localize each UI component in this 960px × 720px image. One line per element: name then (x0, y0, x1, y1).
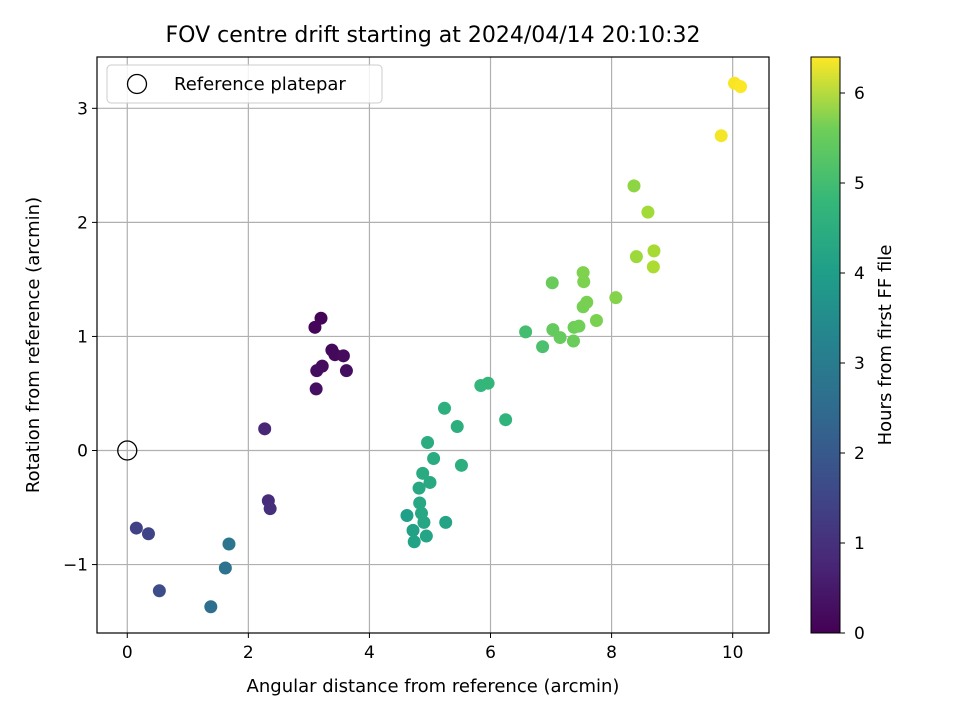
plot-frame (96, 56, 770, 634)
y-tick-label: 2 (77, 213, 88, 233)
colorbar-tick-label: 2 (854, 444, 865, 464)
data-point (499, 413, 513, 427)
data-point (141, 527, 155, 541)
colorbar-gradient (810, 56, 841, 634)
data-point (406, 523, 420, 537)
data-point (627, 179, 641, 193)
x-tick-label: 8 (606, 643, 617, 663)
reference-platepar-marker (117, 440, 138, 461)
data-point (308, 320, 322, 334)
data-point (419, 529, 433, 543)
colorbar: 0 1 2 3 4 5 6 Hours from first FF file (810, 56, 896, 644)
data-point (519, 325, 533, 339)
colorbar-label: Hours from first FF file (875, 245, 896, 446)
data-point (336, 349, 350, 363)
data-point (572, 319, 586, 333)
data-point (576, 266, 590, 280)
data-point (407, 535, 421, 549)
data-point (310, 364, 324, 378)
data-point (129, 521, 143, 535)
data-point (258, 422, 272, 436)
data-point (609, 291, 623, 305)
colorbar-ticks: 0 1 2 3 4 5 6 (840, 84, 865, 644)
x-axis-ticks: 0 2 4 6 8 10 (122, 633, 744, 663)
y-tick-label: 1 (77, 327, 88, 347)
data-point (566, 334, 580, 348)
data-point (412, 481, 426, 495)
data-point (204, 600, 218, 614)
data-point (309, 382, 323, 396)
x-tick-label: 6 (485, 643, 496, 663)
data-point (416, 466, 430, 480)
data-point (427, 451, 441, 465)
legend-marker-reference (126, 73, 148, 95)
data-point (438, 401, 452, 415)
y-axis-label: Rotation from reference (arcmin) (23, 197, 44, 493)
data-point (580, 295, 594, 309)
data-point (152, 584, 166, 598)
colorbar-tick-label: 3 (854, 354, 865, 374)
colorbar-tick-label: 4 (854, 264, 865, 284)
legend-entry-reference-platepar: Reference platepar (174, 74, 346, 95)
data-point (414, 506, 428, 520)
data-points (117, 76, 748, 614)
x-tick-label: 4 (364, 643, 375, 663)
y-axis-ticks: −1 0 1 2 3 (63, 99, 97, 576)
data-point (553, 331, 567, 345)
data-point (646, 260, 660, 274)
data-point (218, 561, 232, 575)
data-point (481, 376, 495, 390)
y-tick-label: 0 (77, 442, 88, 462)
data-point (589, 313, 603, 327)
x-tick-label: 0 (122, 643, 133, 663)
data-point (714, 129, 728, 143)
data-point (263, 502, 277, 516)
data-point (734, 80, 748, 94)
x-tick-label: 2 (243, 643, 254, 663)
data-point (314, 311, 328, 325)
data-point (536, 340, 550, 354)
data-point (339, 364, 353, 378)
data-point (647, 244, 661, 258)
chart-title: FOV centre drift starting at 2024/04/14 … (166, 23, 701, 48)
data-point (439, 515, 453, 529)
data-point (421, 436, 435, 450)
data-point (400, 509, 414, 523)
data-point (641, 205, 655, 219)
x-tick-label: 10 (722, 643, 744, 663)
y-tick-label: −1 (63, 556, 88, 576)
y-tick-label: 3 (77, 99, 88, 119)
data-point (454, 458, 468, 472)
data-point (222, 537, 236, 551)
data-point (413, 496, 427, 510)
data-point (629, 250, 643, 264)
legend-box (106, 64, 383, 104)
data-point (545, 276, 559, 290)
data-point (450, 420, 464, 434)
colorbar-tick-label: 1 (854, 534, 865, 554)
colorbar-tick-label: 6 (854, 84, 865, 104)
data-point (423, 475, 437, 489)
colorbar-tick-label: 0 (854, 624, 865, 644)
grid-lines (97, 57, 769, 633)
x-axis-label: Angular distance from reference (arcmin) (247, 676, 620, 697)
colorbar-tick-label: 5 (854, 174, 865, 194)
legend: Reference platepar (106, 64, 383, 104)
